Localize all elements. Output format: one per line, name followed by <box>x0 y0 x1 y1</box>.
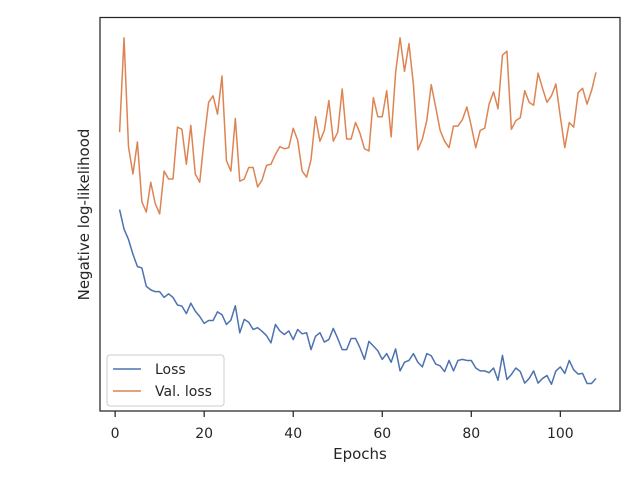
x-tick-label: 80 <box>462 426 480 442</box>
x-axis: 0 20 40 60 80 100 <box>111 411 574 442</box>
series-line-val-loss <box>118 37 597 215</box>
series-line-loss <box>118 209 597 385</box>
x-tick-label: 40 <box>284 426 302 442</box>
x-tick-label: 20 <box>195 426 213 442</box>
x-tick-label: 100 <box>547 426 574 442</box>
y-axis-label: Negative log-likelihood <box>75 129 93 301</box>
legend-box <box>106 354 225 407</box>
axes-frame <box>99 16 621 412</box>
x-tick-label: 0 <box>111 426 120 442</box>
x-axis-label: Epochs <box>333 445 387 463</box>
plot-area <box>118 37 597 385</box>
x-tick-label: 60 <box>373 426 391 442</box>
legend-label-loss: Loss <box>155 362 186 378</box>
legend-label-val-loss: Val. loss <box>155 384 212 400</box>
legend: Loss Val. loss <box>106 354 225 407</box>
